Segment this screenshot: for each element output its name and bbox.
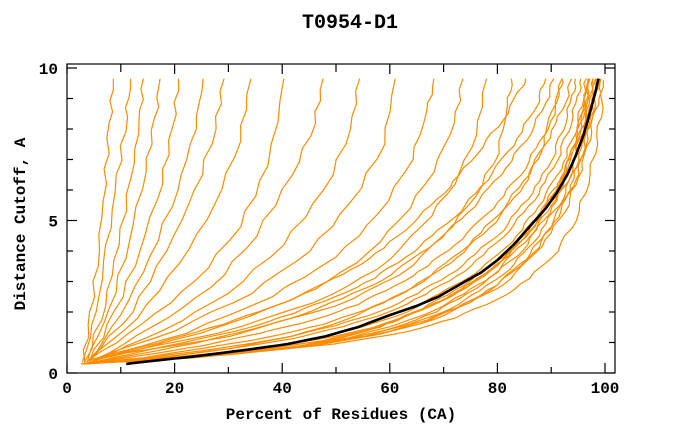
model-curve [82, 78, 115, 363]
model-curve [94, 78, 361, 362]
model-curve [82, 78, 598, 365]
x-tick-label: 100 [591, 380, 620, 398]
x-tick-label: 20 [165, 380, 184, 398]
y-axis-label: Distance Cutoff, A [12, 137, 30, 311]
model-curve [83, 78, 547, 365]
model-curve [89, 78, 180, 363]
x-tick-label: 0 [62, 380, 72, 398]
model-curve [81, 78, 555, 365]
chart-title: T0954-D1 [301, 12, 398, 35]
model-curve [84, 78, 564, 365]
model-curve [89, 78, 252, 362]
x-tick-label: 60 [380, 380, 399, 398]
x-axis-label: Percent of Residues (CA) [225, 406, 457, 424]
model-curve [87, 78, 285, 362]
model-curve [84, 78, 589, 365]
model-curve [84, 78, 526, 365]
model-curve [81, 78, 132, 363]
model-curve [86, 78, 204, 363]
model-curve [81, 78, 573, 365]
model-curve [98, 78, 464, 360]
model-curve [86, 78, 161, 363]
model-curve [83, 78, 577, 365]
y-tick-label: 10 [39, 61, 58, 79]
model-curve [100, 78, 488, 359]
curves-layer [81, 78, 604, 366]
model-curve [87, 78, 225, 362]
model-curve [83, 78, 144, 363]
y-tick-label: 0 [48, 366, 58, 384]
model-curve [82, 78, 582, 365]
model-curve [92, 78, 435, 360]
x-tick-label: 40 [273, 380, 292, 398]
axis-box [66, 63, 616, 374]
y-tick-label: 5 [48, 214, 58, 232]
model-curve [82, 78, 596, 365]
x-tick-label: 80 [488, 380, 507, 398]
model-curve [89, 78, 594, 364]
model-curve [81, 78, 563, 365]
model-curve [81, 78, 594, 365]
model-curve [84, 78, 601, 365]
model-curve [84, 80, 604, 365]
model-curve [91, 78, 324, 362]
model-curve [94, 78, 396, 360]
highlight-curve [126, 78, 600, 366]
